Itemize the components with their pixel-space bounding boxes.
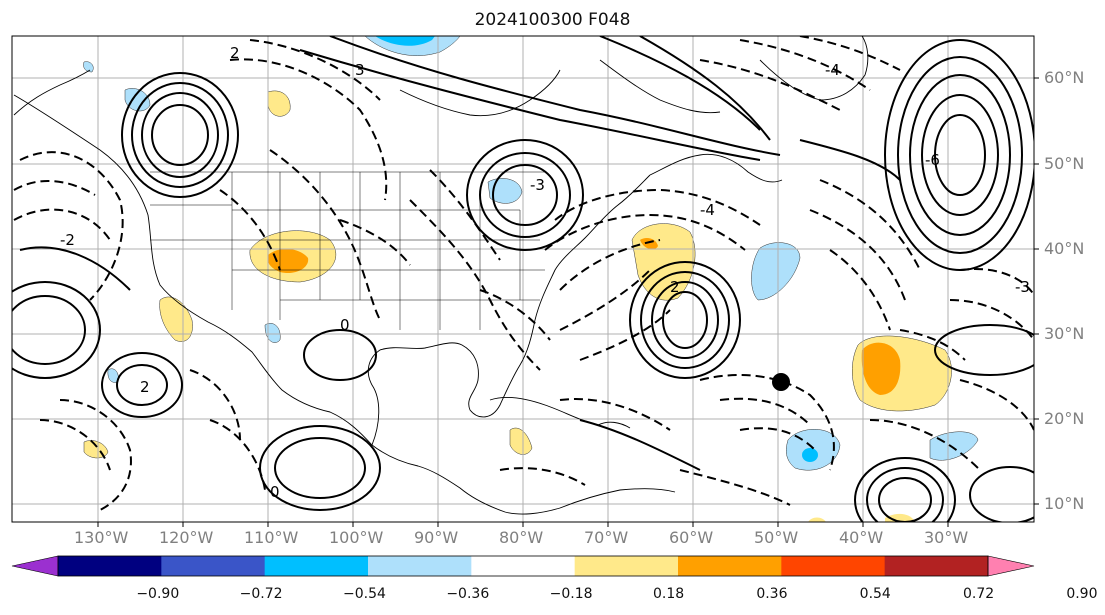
contours-dashed xyxy=(13,36,1034,511)
shade-blue-nw-small xyxy=(83,61,94,73)
longitude-label: 110°W xyxy=(244,528,299,547)
coast-hudson xyxy=(399,69,561,117)
colorbar-bin xyxy=(368,556,472,576)
colorbar-bin xyxy=(471,556,576,576)
longitude-label: 120°W xyxy=(159,528,214,547)
longitude-label: 90°W xyxy=(414,528,459,547)
contour-label: -2 xyxy=(60,231,75,249)
shade-yellow-bottom xyxy=(808,517,826,522)
contour-label: 0 xyxy=(270,483,280,501)
contour-label: -4 xyxy=(825,61,840,79)
shade-blue-se xyxy=(929,431,979,461)
colorbar-over-arrow xyxy=(987,555,1035,577)
contour-label: 2 xyxy=(140,378,150,396)
contour-label: -3 xyxy=(1015,278,1030,296)
colorbar-bin xyxy=(161,556,266,576)
shade-yellow-pacific xyxy=(159,296,193,342)
colorbar-tick-label: 0.54 xyxy=(859,586,891,602)
coast-us-east xyxy=(534,174,651,321)
shade-yellow-caribbean xyxy=(509,427,533,455)
colorbar-bin xyxy=(574,556,679,576)
colorbar-bin xyxy=(678,556,782,576)
colorbar-bin xyxy=(264,556,369,576)
longitude-label: 40°W xyxy=(839,528,884,547)
contours-solid xyxy=(12,36,1034,522)
coast-north-america-west xyxy=(13,94,561,515)
shading-layer xyxy=(83,36,979,522)
contour-label: -4 xyxy=(700,201,715,219)
latitude-label: 10°N xyxy=(1044,494,1085,513)
longitude-label: 70°W xyxy=(584,528,629,547)
map-title: 2024100300 F048 xyxy=(474,10,631,30)
colorbar-tick-label: 0.90 xyxy=(1066,586,1098,602)
latitude-label: 30°N xyxy=(1044,324,1085,343)
longitude-label: 80°W xyxy=(499,528,544,547)
contour-labels: 2 3 -4 -6 -2 0 2 -3 -4 0 2 -3 xyxy=(60,44,1030,501)
shade-blue-midatlantic xyxy=(751,242,801,301)
colorbar-tick-label: −0.90 xyxy=(136,586,180,602)
shade-blue-mexico xyxy=(264,323,281,343)
colorbar-bins xyxy=(58,556,989,576)
contour-label: 2 xyxy=(670,278,680,296)
storm-marker xyxy=(772,373,790,391)
coast-canada-east xyxy=(649,153,783,183)
colorbar-tick-label: −0.18 xyxy=(549,586,593,602)
contour-label: 2 xyxy=(230,44,240,62)
graticule xyxy=(12,36,1034,522)
colorbar-bin xyxy=(781,556,886,576)
latitude-label: 20°N xyxy=(1044,409,1085,428)
shade-orange-east xyxy=(861,342,901,395)
colorbar-border xyxy=(57,555,989,577)
coast-greenland xyxy=(759,36,869,101)
latitude-label: 40°N xyxy=(1044,239,1085,258)
longitude-label: 60°W xyxy=(669,528,714,547)
longitude-label: 100°W xyxy=(329,528,384,547)
latitude-label: 60°N xyxy=(1044,68,1085,87)
colorbar-tick-label: −0.54 xyxy=(343,586,386,602)
contour-label: 0 xyxy=(340,316,350,334)
longitude-label: 50°W xyxy=(754,528,799,547)
shade-orange-us-west xyxy=(267,248,309,274)
latitude-label: 50°N xyxy=(1044,154,1085,173)
contour-label: -3 xyxy=(530,176,545,194)
colorbar-tick-label: 0.72 xyxy=(963,586,995,602)
colorbar-tick-label: −0.36 xyxy=(446,586,490,602)
coast-cuba xyxy=(489,397,589,423)
shade-cyan-north xyxy=(375,36,435,46)
colorbar-tick-label: 0.18 xyxy=(653,586,685,602)
colorbar xyxy=(11,555,1035,577)
coast-labrador xyxy=(599,59,721,114)
coast-south-america xyxy=(559,488,676,509)
coast-alaska xyxy=(13,69,91,116)
colorbar-tick-label: 0.36 xyxy=(756,586,788,602)
contour-label: 3 xyxy=(355,61,365,79)
shade-cyan-south xyxy=(802,448,818,462)
shade-blue-greatlakes xyxy=(487,178,523,204)
longitude-label: 30°W xyxy=(924,528,969,547)
colorbar-under-arrow xyxy=(11,555,59,577)
colorbar-bin xyxy=(884,556,989,576)
colorbar-bin xyxy=(58,556,162,576)
coastlines xyxy=(13,36,869,515)
coast-hispaniola xyxy=(597,421,631,429)
contour-label: -6 xyxy=(925,151,940,169)
colorbar-tick-label: −0.72 xyxy=(239,586,283,602)
axis-ticks xyxy=(97,77,1039,527)
state-boundaries xyxy=(150,171,545,330)
shade-yellow-nw xyxy=(267,90,291,117)
longitude-label: 130°W xyxy=(74,528,129,547)
